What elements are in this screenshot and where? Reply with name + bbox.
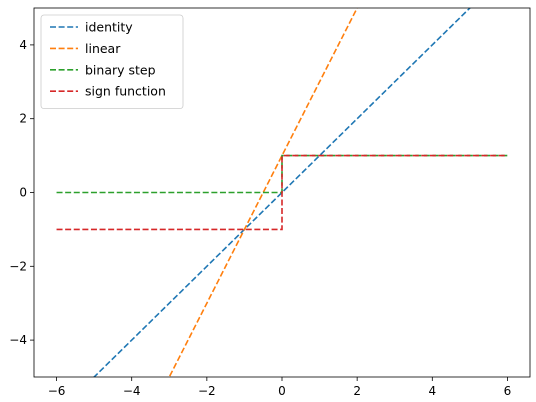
x-tick-label: 6 bbox=[504, 384, 512, 398]
y-tick-label: 4 bbox=[19, 38, 27, 52]
series-line-identity bbox=[92, 8, 472, 377]
series-layer bbox=[56, 8, 508, 377]
legend-label: binary step bbox=[85, 62, 156, 77]
y-tick-label: −4 bbox=[9, 333, 27, 347]
x-tick-label: 2 bbox=[353, 384, 361, 398]
legend-box bbox=[40, 14, 184, 109]
series-line-sign-function bbox=[56, 154, 508, 231]
y-tick-label: 2 bbox=[19, 112, 27, 126]
y-axis: −4 −2 0 2 4 bbox=[9, 38, 34, 347]
y-tick-label: 0 bbox=[19, 186, 27, 200]
x-tick-label: −2 bbox=[198, 384, 216, 398]
x-tick-label: −6 bbox=[48, 384, 66, 398]
legend-label: linear bbox=[85, 41, 121, 56]
x-tick-label: −4 bbox=[123, 384, 141, 398]
x-axis: −6 −4 −2 0 2 4 6 bbox=[48, 377, 512, 398]
x-tick-label: 4 bbox=[428, 384, 436, 398]
legend-label: sign function bbox=[85, 84, 166, 99]
legend: identity linear binary step sign function bbox=[40, 14, 184, 109]
x-tick-label: 0 bbox=[278, 384, 286, 398]
legend-label: identity bbox=[85, 20, 133, 35]
y-tick-label: −2 bbox=[9, 259, 27, 273]
